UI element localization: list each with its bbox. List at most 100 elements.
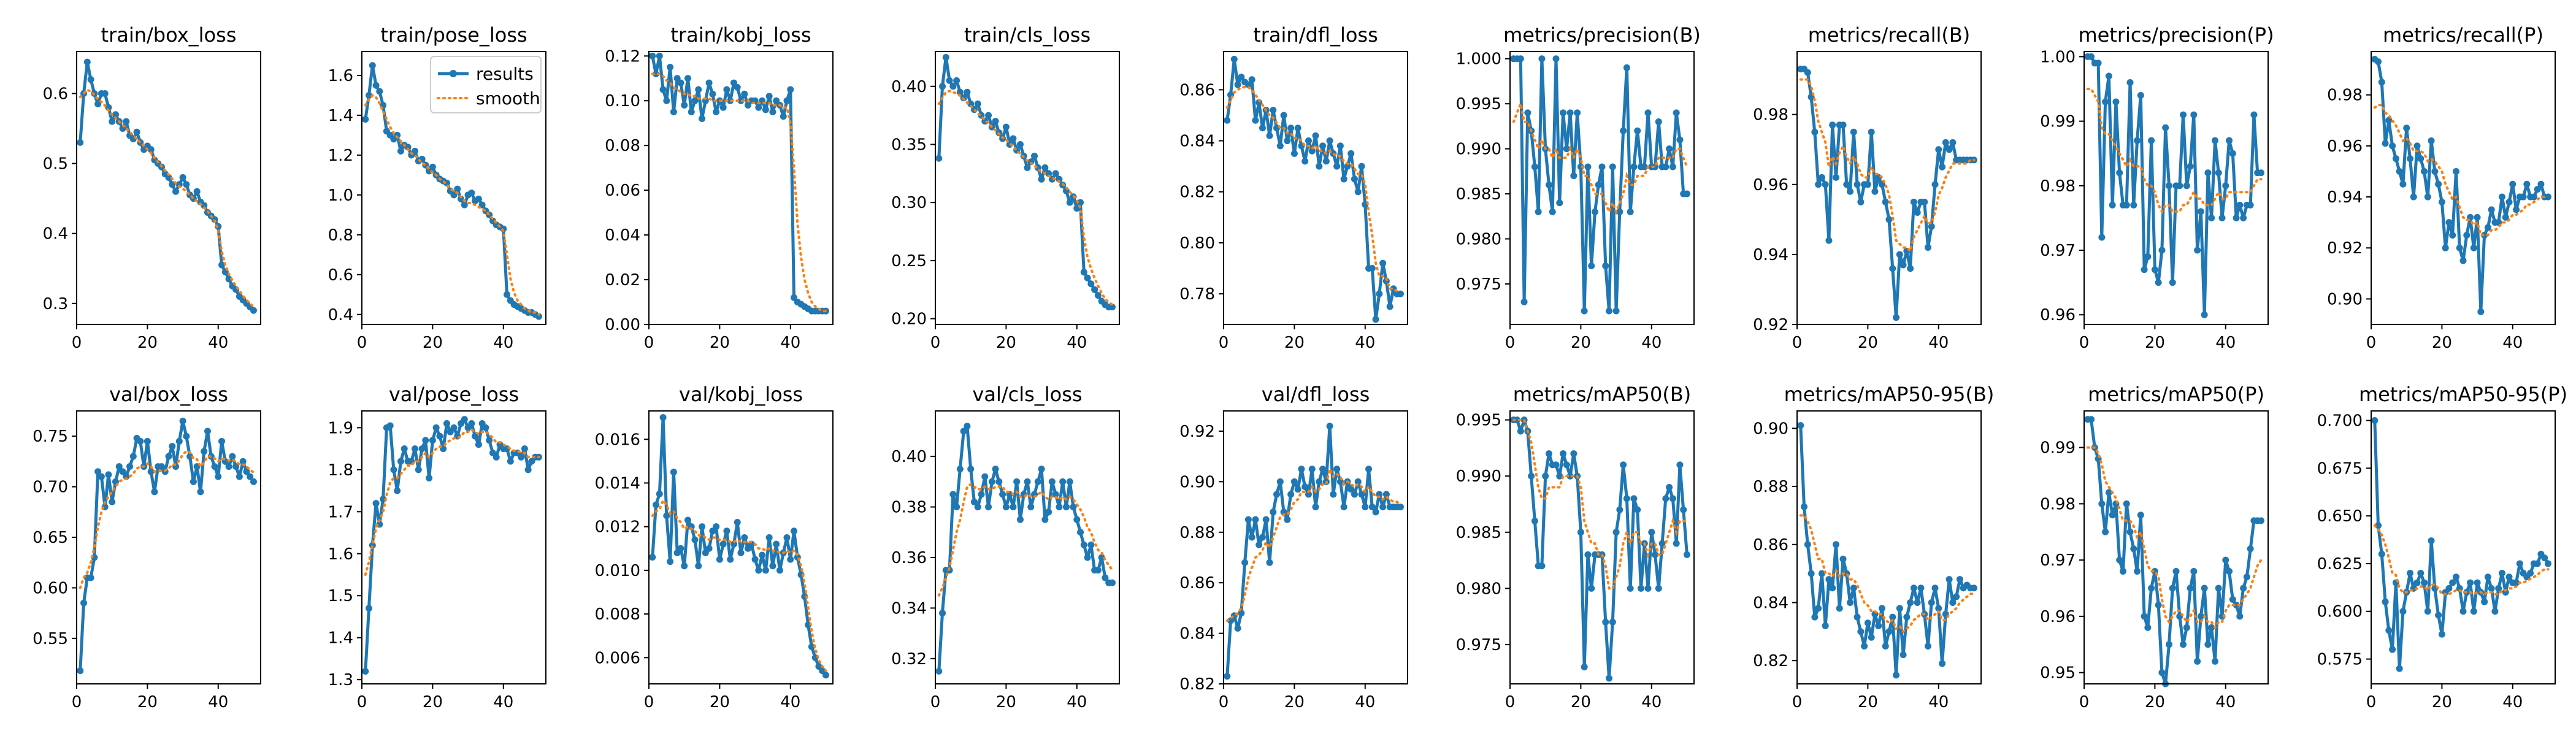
- results-point: [1630, 495, 1638, 502]
- results-point: [1312, 132, 1319, 139]
- results-point: [1358, 163, 1365, 170]
- results-point: [475, 195, 482, 202]
- y-tick-label: 0.3: [43, 295, 68, 313]
- results-point: [2484, 573, 2491, 581]
- results-point: [123, 118, 130, 125]
- results-point: [151, 488, 158, 496]
- y-tick-label: 0.90: [2327, 290, 2363, 309]
- results-point: [1322, 158, 1330, 165]
- results-point: [401, 445, 408, 453]
- results-point: [468, 420, 475, 427]
- results-point: [762, 567, 769, 574]
- results-point: [2484, 224, 2491, 231]
- subplot-title: train/box_loss: [101, 23, 237, 47]
- results-point: [493, 453, 500, 461]
- results-point: [2088, 53, 2095, 60]
- results-point: [186, 453, 194, 460]
- results-point: [769, 562, 776, 570]
- results-point: [1368, 504, 1376, 511]
- results-point: [1326, 137, 1333, 145]
- y-tick-label: 0.92: [1753, 316, 1788, 334]
- results-point: [165, 453, 172, 460]
- x-tick-label: 20: [137, 693, 158, 711]
- results-point: [2537, 180, 2545, 188]
- subplot-title: metrics/recall(B): [1808, 23, 1971, 47]
- smooth-line: [937, 483, 1114, 597]
- results-point: [1868, 128, 1875, 136]
- x-tick-label: 20: [423, 693, 443, 711]
- results-point: [1066, 199, 1073, 206]
- results-point: [204, 427, 211, 435]
- results-point: [1822, 181, 1829, 188]
- results-point: [1807, 570, 1815, 577]
- y-tick-label: 0.98: [1753, 106, 1788, 125]
- results-point: [482, 424, 489, 431]
- results-line: [937, 56, 1113, 309]
- results-point: [2424, 608, 2431, 615]
- results-point: [695, 86, 702, 93]
- y-tick-label: 1.000: [1456, 50, 1501, 69]
- results-point: [953, 77, 960, 84]
- results-point: [649, 52, 656, 59]
- results-point: [1024, 164, 1031, 171]
- results-point: [2470, 244, 2477, 251]
- results-point: [1683, 190, 1690, 197]
- y-tick-label: 0.985: [1456, 524, 1501, 542]
- results-point: [2169, 585, 2176, 592]
- results-point: [964, 423, 971, 430]
- results-point: [2452, 573, 2459, 581]
- results-point: [1627, 585, 1634, 592]
- smooth-line: [79, 450, 255, 589]
- results-point: [1588, 585, 1595, 592]
- results-point: [2236, 613, 2244, 620]
- results-point: [2187, 585, 2194, 592]
- y-tick-label: 0.97: [2040, 551, 2076, 570]
- results-point: [1517, 55, 1524, 63]
- results-point: [169, 181, 176, 188]
- results-point: [1052, 491, 1059, 498]
- y-tick-label: 0.84: [1179, 625, 1215, 643]
- results-point: [1262, 516, 1270, 523]
- results-point: [1864, 181, 1871, 188]
- results-point: [2098, 500, 2106, 507]
- results-point: [681, 102, 688, 109]
- results-point: [2438, 198, 2445, 205]
- y-tick-label: 1.6: [328, 67, 353, 85]
- results-point: [225, 275, 232, 283]
- results-point: [2240, 585, 2247, 592]
- plot-frame: [361, 410, 546, 684]
- x-tick-label: 0: [644, 334, 654, 352]
- results-line: [364, 418, 539, 672]
- y-tick-label: 0.012: [595, 518, 640, 537]
- results-point: [2520, 193, 2527, 201]
- x-tick-label: 40: [1928, 693, 1949, 711]
- results-point: [2169, 279, 2176, 286]
- results-point: [119, 468, 126, 475]
- results-point: [362, 667, 369, 675]
- results-point: [80, 599, 88, 607]
- y-tick-label: 0.75: [33, 427, 68, 446]
- results-point: [2470, 608, 2477, 615]
- results-point: [472, 432, 479, 440]
- x-tick-label: 0: [1219, 334, 1229, 352]
- y-tick-label: 0.96: [2040, 608, 2076, 626]
- results-point: [1669, 495, 1676, 502]
- results-point: [418, 445, 426, 453]
- results-point: [2222, 182, 2229, 190]
- results-point: [2481, 231, 2488, 239]
- results-point: [935, 155, 943, 162]
- results-point: [2165, 182, 2172, 190]
- results-point: [1549, 208, 1556, 215]
- results-point: [1839, 121, 1847, 129]
- results-point: [2247, 545, 2254, 553]
- results-point: [1287, 491, 1295, 498]
- results-point: [1797, 422, 1804, 429]
- results-point: [2467, 579, 2474, 586]
- results-point: [659, 414, 667, 421]
- results-point: [1620, 127, 1627, 134]
- results-point: [133, 128, 140, 136]
- results-point: [2382, 598, 2389, 605]
- x-tick-label: 40: [1928, 334, 1949, 352]
- results-point: [2421, 579, 2428, 586]
- x-tick-label: 20: [996, 334, 1016, 352]
